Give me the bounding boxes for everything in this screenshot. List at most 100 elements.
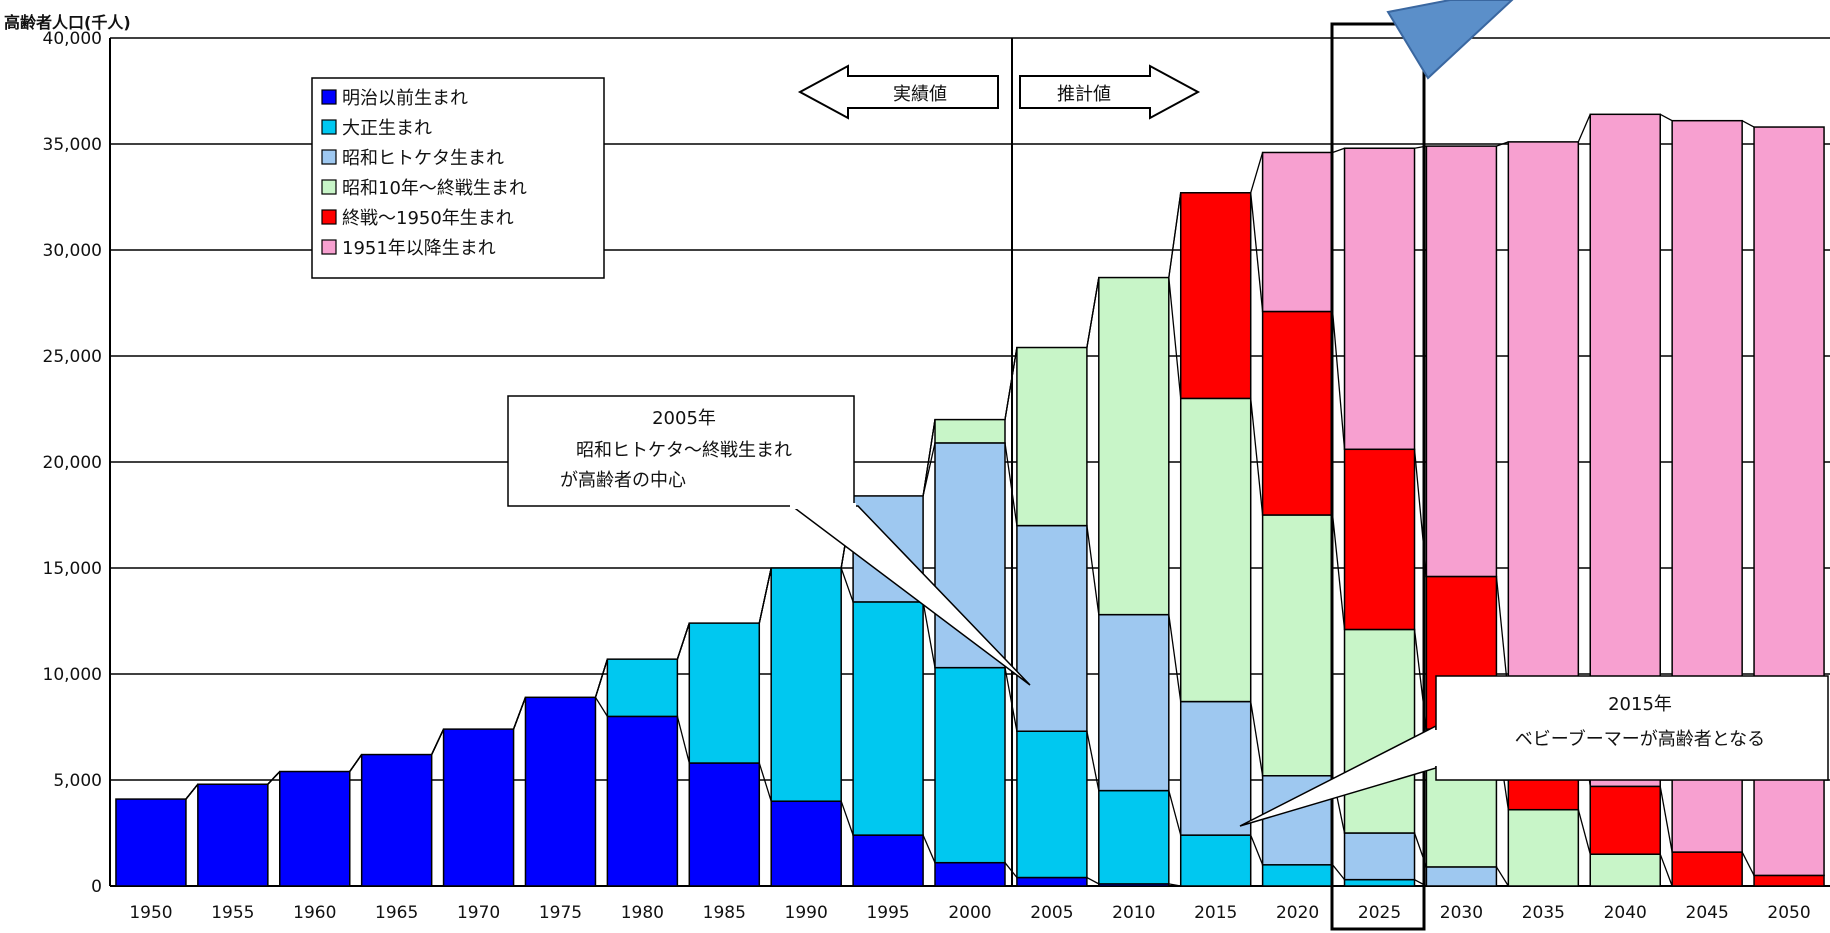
- y-tick-label: 30,000: [43, 241, 102, 261]
- bar-segment: [442, 728, 515, 887]
- legend-swatch: [321, 239, 337, 255]
- connector-line: [1332, 864, 1346, 881]
- connector-line: [1168, 192, 1182, 278]
- bar-segment: [1016, 730, 1088, 879]
- y-tick-label: 35,000: [43, 135, 102, 155]
- connector-line: [840, 800, 854, 836]
- x-tick-label: 2005: [1030, 903, 1073, 923]
- connector-line: [758, 762, 772, 802]
- bar-segment: [360, 753, 433, 887]
- connector-line: [1086, 525, 1100, 615]
- connector-line: [758, 567, 772, 624]
- x-tick-label: 2020: [1276, 903, 1319, 923]
- bar-segment: [1261, 514, 1334, 777]
- legend-label: 昭和10年～終戦生まれ: [342, 178, 527, 199]
- bar-segment: [1098, 789, 1170, 885]
- legend-label: 大正生まれ: [342, 118, 432, 139]
- x-tick-label: 2040: [1604, 903, 1647, 923]
- connector-line: [1004, 347, 1018, 420]
- x-tick-label: 2015: [1194, 903, 1237, 923]
- connector-line: [512, 697, 527, 730]
- bar-segment: [770, 567, 842, 802]
- connector-line: [1004, 862, 1018, 878]
- callout-2005-line-2: 昭和ヒトケタ～終戦生まれ: [576, 440, 792, 461]
- connector-line: [1168, 614, 1182, 702]
- legend-swatch: [321, 119, 337, 135]
- connector-line: [1741, 120, 1755, 128]
- connector-line: [676, 716, 690, 764]
- callout-2005: 2005年 昭和ヒトケタ～終戦生まれ が高齢者の中心: [507, 395, 1031, 686]
- bar-segment: [197, 783, 269, 887]
- connector-line: [1659, 786, 1673, 853]
- x-tick-label: 2035: [1522, 903, 1565, 923]
- connector-line: [185, 783, 199, 800]
- bar-segment: [1343, 147, 1416, 451]
- connector-line: [1741, 851, 1755, 876]
- y-axis-tick-labels: 0 5,000 10,000 15,000 20,000 25,000 30,000 35,0…: [43, 29, 102, 897]
- y-axis-label: 高齢者人口(千人): [4, 13, 131, 32]
- legend-label: 明治以前生まれ: [342, 88, 468, 109]
- connector-line: [1577, 114, 1591, 143]
- x-tick-label: 2010: [1112, 903, 1155, 923]
- y-tick-label: 5,000: [53, 771, 102, 791]
- connector-line: [1250, 834, 1264, 866]
- connector-line: [1331, 311, 1346, 450]
- bar-segment: [606, 658, 679, 718]
- bar-segment: [1179, 397, 1252, 703]
- bar-segment: [606, 715, 679, 887]
- connector-line: [1250, 152, 1264, 193]
- pointer-arrow-icon: [1386, 0, 1514, 80]
- x-tick-label: 1980: [621, 903, 664, 923]
- x-tick-label: 2045: [1686, 903, 1729, 923]
- bar-segment: [1261, 151, 1334, 313]
- connector-line: [1331, 514, 1346, 630]
- x-tick-label: 1955: [211, 903, 254, 923]
- connector-line: [1577, 809, 1591, 855]
- bar-segment: [1343, 832, 1416, 881]
- bar-segment: [1179, 834, 1252, 887]
- bar-segment: [1425, 145, 1498, 578]
- bars: [115, 113, 1825, 887]
- bar-segment: [852, 601, 924, 836]
- x-tick-label: 2050: [1767, 903, 1810, 923]
- legend: 明治以前生まれ大正生まれ昭和ヒトケタ生まれ昭和10年～終戦生まれ終戦～1950年…: [311, 77, 605, 279]
- connector-line: [922, 419, 936, 497]
- connector-line: [594, 658, 609, 698]
- bar-segment: [934, 418, 1006, 444]
- y-tick-label: 15,000: [43, 559, 102, 579]
- y-tick-label: 20,000: [43, 453, 102, 473]
- x-tick-label: 1975: [539, 903, 582, 923]
- connector-line: [267, 771, 281, 785]
- x-tick-label: 2030: [1440, 903, 1483, 923]
- connector-line: [1086, 277, 1100, 348]
- bar-segment: [1671, 851, 1743, 887]
- connector-line: [1004, 442, 1018, 526]
- legend-swatch: [321, 209, 337, 225]
- connector-line: [1659, 853, 1673, 887]
- estimate-label: 推計値: [1057, 84, 1111, 105]
- connector-line: [349, 754, 363, 772]
- x-tick-label: 2025: [1358, 903, 1401, 923]
- bar-segment: [1016, 346, 1088, 527]
- x-tick-label: 1950: [129, 903, 172, 923]
- bar-segment: [1016, 876, 1088, 887]
- callout-2015-line-1: 2015年: [1608, 694, 1672, 715]
- actual-arrow: 実績値: [797, 64, 999, 120]
- bar-segment: [279, 770, 351, 887]
- x-axis-tick-labels: 1950 1955 1960 1965 1970 1975 1980 1985 1990 1995…: [129, 903, 1810, 923]
- x-tick-label: 1960: [293, 903, 336, 923]
- bar-segment: [770, 800, 842, 887]
- y-tick-label: 25,000: [43, 347, 102, 367]
- connector-line: [1086, 876, 1100, 885]
- connector-line: [1332, 147, 1345, 154]
- connector-line: [1495, 866, 1509, 887]
- bar-segment: [688, 622, 761, 764]
- callout-2005-line-3: が高齢者の中心: [560, 470, 686, 491]
- actual-label: 実績値: [893, 84, 947, 105]
- bar-segment: [1098, 613, 1170, 792]
- connector-line: [594, 696, 608, 717]
- bar-segment: [1507, 141, 1580, 696]
- bar-segment: [1425, 866, 1498, 887]
- connector-line: [1250, 192, 1264, 312]
- bar-segment: [1507, 808, 1580, 887]
